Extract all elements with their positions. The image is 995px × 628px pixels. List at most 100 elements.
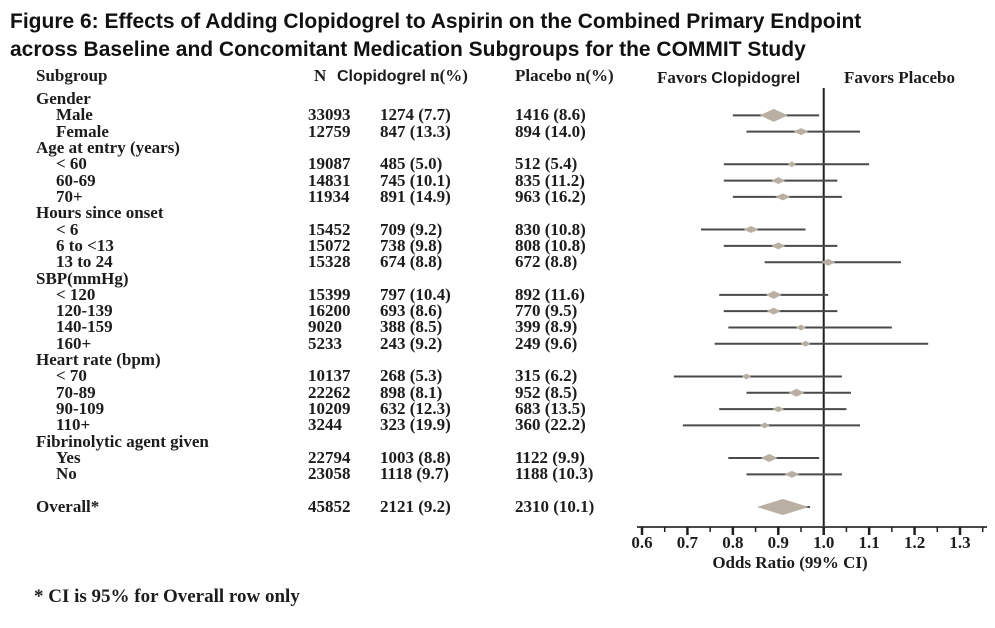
clopidogrel-value: 323 (19.9) bbox=[380, 415, 451, 435]
column-header-placebo: Placebo n(%) bbox=[515, 66, 614, 85]
favors-left-drug: Clopidogrel bbox=[711, 70, 801, 87]
placebo-value: 315 (6.2) bbox=[515, 366, 578, 386]
subgroup-label: 60-69 bbox=[56, 170, 96, 190]
x-tick-label: 0.6 bbox=[631, 533, 652, 552]
clopidogrel-value: 1118 (9.7) bbox=[380, 464, 449, 484]
clopidogrel-value: 388 (8.5) bbox=[380, 317, 443, 337]
placebo-value: 512 (5.4) bbox=[515, 154, 578, 174]
clopidogrel-value: 674 (8.8) bbox=[380, 252, 443, 272]
clopidogrel-value: 1003 (8.8) bbox=[380, 448, 451, 468]
table-row: < 6 15452 709 (9.2) 830 (10.8) bbox=[0, 219, 630, 239]
subgroup-label: < 120 bbox=[56, 284, 96, 304]
figure-title: Figure 6: Effects of Adding Clopidogrel … bbox=[10, 8, 861, 64]
subgroup-label: 110+ bbox=[56, 415, 91, 435]
or-diamond bbox=[793, 128, 809, 136]
column-header-clopidogrel-word: Clopidogrel bbox=[337, 68, 426, 85]
clopidogrel-value: 847 (13.3) bbox=[380, 121, 451, 141]
x-tick-label: 0.8 bbox=[722, 533, 743, 552]
subgroup-label: No bbox=[56, 464, 77, 484]
subgroup-label: Hours since onset bbox=[36, 203, 164, 223]
subgroup-label: 140-159 bbox=[56, 317, 113, 337]
table-row: < 70 10137 268 (5.3) 315 (6.2) bbox=[0, 366, 630, 386]
placebo-value: 399 (8.9) bbox=[515, 317, 578, 337]
n-value: 16200 bbox=[308, 301, 351, 321]
placebo-value: 894 (14.0) bbox=[515, 121, 586, 141]
x-tick-label: 0.9 bbox=[768, 533, 789, 552]
subgroup-label: Age at entry (years) bbox=[36, 137, 180, 157]
column-header-subgroup: Subgroup bbox=[36, 66, 108, 85]
table-row: Overall* 45852 2121 (9.2) 2310 (10.1) bbox=[0, 497, 630, 516]
placebo-value: 808 (10.8) bbox=[515, 235, 586, 255]
table-row: < 60 19087 485 (5.0) 512 (5.4) bbox=[0, 154, 630, 174]
table-row: Yes 22794 1003 (8.8) 1122 (9.9) bbox=[0, 448, 630, 468]
table-row: 13 to 24 15328 674 (8.8) 672 (8.8) bbox=[0, 252, 630, 272]
or-diamond bbox=[756, 499, 809, 515]
or-diamond bbox=[741, 373, 751, 380]
n-value: 22794 bbox=[308, 448, 351, 468]
table-row: Male 33093 1274 (7.7) 1416 (8.6) bbox=[0, 105, 630, 125]
table-row: Hours since onset bbox=[0, 203, 630, 223]
n-value: 15452 bbox=[308, 219, 351, 239]
subgroup-label: Overall* bbox=[36, 497, 100, 516]
subgroup-label: SBP(mmHg) bbox=[36, 268, 129, 288]
or-diamond bbox=[759, 422, 770, 429]
favors-placebo-label: Favors Placebo bbox=[844, 68, 955, 87]
n-value: 10209 bbox=[308, 399, 351, 419]
subgroup-label: 70-89 bbox=[56, 382, 96, 402]
placebo-value: 1122 (9.9) bbox=[515, 448, 585, 468]
clopidogrel-value: 1274 (7.7) bbox=[380, 105, 451, 125]
clopidogrel-value: 738 (9.8) bbox=[380, 235, 443, 255]
or-diamond bbox=[784, 470, 800, 478]
figure-title-line2: across Baseline and Concomitant Medicati… bbox=[10, 38, 806, 61]
clopidogrel-value: 693 (8.6) bbox=[380, 301, 443, 321]
subgroup-label: 120-139 bbox=[56, 301, 113, 321]
subgroup-label: 160+ bbox=[56, 333, 92, 353]
clopidogrel-value: 709 (9.2) bbox=[380, 219, 443, 239]
or-diamond bbox=[796, 324, 806, 331]
footnote: * CI is 95% for Overall row only bbox=[34, 586, 300, 607]
x-tick-label: 1.2 bbox=[904, 533, 925, 552]
placebo-value: 2310 (10.1) bbox=[515, 497, 595, 516]
table-row: 110+ 3244 323 (19.9) 360 (22.2) bbox=[0, 415, 630, 435]
placebo-value: 770 (9.5) bbox=[515, 301, 578, 321]
subgroup-label: < 6 bbox=[56, 219, 79, 239]
table-row: < 120 15399 797 (10.4) 892 (11.6) bbox=[0, 284, 630, 304]
placebo-value: 952 (8.5) bbox=[515, 382, 578, 402]
n-value: 19087 bbox=[308, 154, 351, 174]
table-row: SBP(mmHg) bbox=[0, 268, 630, 288]
n-value: 15328 bbox=[308, 252, 351, 272]
x-tick-label: 1.0 bbox=[813, 533, 834, 552]
column-header-clopidogrel: Clopidogrel n(%) bbox=[337, 67, 468, 85]
subgroup-label: Fibrinolytic agent given bbox=[36, 431, 209, 451]
n-value: 3244 bbox=[308, 415, 342, 435]
placebo-value: 1416 (8.6) bbox=[515, 105, 586, 125]
or-diamond bbox=[759, 108, 788, 122]
table-row: 70-89 22262 898 (8.1) 952 (8.5) bbox=[0, 382, 630, 402]
clopidogrel-value: 485 (5.0) bbox=[380, 154, 443, 174]
clopidogrel-value: 632 (12.3) bbox=[380, 399, 451, 419]
placebo-value: 835 (11.2) bbox=[515, 170, 585, 190]
favors-clopidogrel-label: Favors Clopidogrel bbox=[657, 69, 800, 87]
table-row: No 23058 1118 (9.7) 1188 (10.3) bbox=[0, 464, 630, 484]
subgroup-label: < 60 bbox=[56, 154, 87, 174]
clopidogrel-value: 891 (14.9) bbox=[380, 186, 451, 206]
clopidogrel-value: 745 (10.1) bbox=[380, 170, 451, 190]
table-row: 60-69 14831 745 (10.1) 835 (11.2) bbox=[0, 170, 630, 190]
n-value: 23058 bbox=[308, 464, 351, 484]
x-tick-label: 1.1 bbox=[859, 533, 880, 552]
or-diamond bbox=[787, 161, 796, 168]
table-row: 120-139 16200 693 (8.6) 770 (9.5) bbox=[0, 301, 630, 321]
subgroup-label: Yes bbox=[56, 448, 81, 468]
n-value: 15399 bbox=[308, 284, 351, 304]
column-header-clopidogrel-rest: n(%) bbox=[430, 66, 468, 85]
n-value: 33093 bbox=[308, 105, 351, 125]
placebo-value: 672 (8.8) bbox=[515, 252, 578, 272]
clopidogrel-value: 898 (8.1) bbox=[380, 382, 443, 402]
placebo-value: 360 (22.2) bbox=[515, 415, 586, 435]
n-value: 12759 bbox=[308, 121, 351, 141]
table-row: Female 12759 847 (13.3) 894 (14.0) bbox=[0, 121, 630, 141]
clopidogrel-value: 268 (5.3) bbox=[380, 366, 443, 386]
placebo-value: 892 (11.6) bbox=[515, 284, 585, 304]
placebo-value: 830 (10.8) bbox=[515, 219, 586, 239]
